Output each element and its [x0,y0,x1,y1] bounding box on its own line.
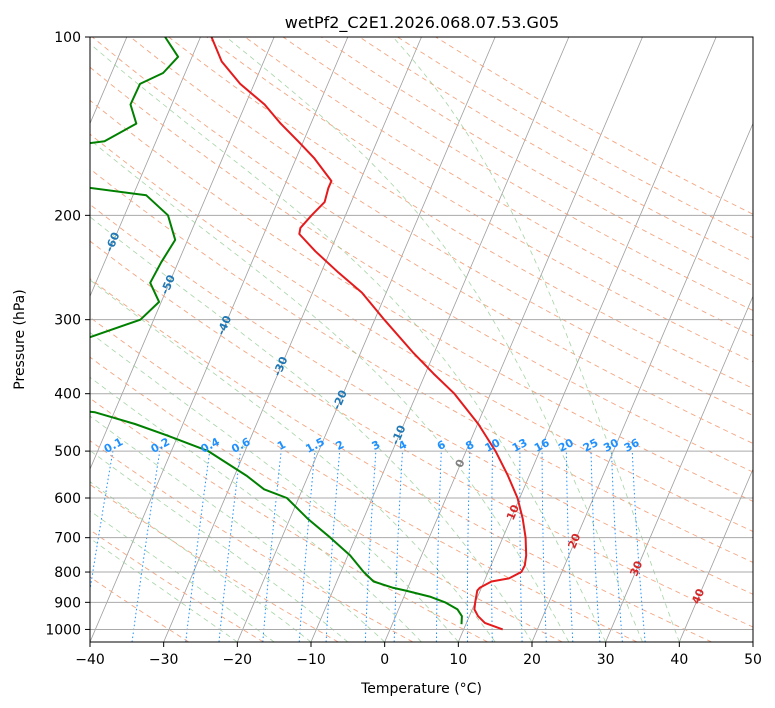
mixing-ratio-line [90,451,114,593]
dry-adiabat-line [90,133,753,532]
moist-adiabat-line [90,139,570,642]
dry-adiabat-line [90,168,753,563]
mixing-ratio-label: 20 [556,436,576,455]
isotherm-line [605,295,753,642]
mixing-ratio-line [185,451,211,642]
dry-adiabat-line [90,203,753,595]
isotherm-line [236,37,496,642]
y-tick-label: 800 [54,565,81,581]
dry-adiabat-line [90,483,339,642]
dry-adiabat-line [206,37,753,363]
isotherm-warm-label: 20 [565,531,583,550]
mixing-ratio-label: 10 [483,436,503,455]
dry-adiabat-line [90,66,753,473]
temperature-profile [210,37,528,631]
mixing-ratio-label: 30 [601,436,621,455]
moist-adiabat-line [225,37,643,642]
mixing-ratio-line [631,451,646,642]
x-tick-label: −30 [149,652,179,668]
moist-adiabat-line [90,415,385,642]
y-tick-label: 1000 [45,622,81,638]
moist-adiabat-line [90,332,459,642]
dry-adiabat-line [90,356,563,642]
moist-adiabat-line [90,279,496,642]
mixing-ratio-label: 16 [532,436,552,455]
y-axis-label: Pressure (hPa) [12,289,28,389]
isotherm-line [457,37,717,642]
mixing-ratio-label: 25 [581,436,601,455]
isotherm-line [531,122,753,642]
x-tick-label: 10 [449,652,467,668]
isotherm-line [678,468,753,642]
y-tick-label: 500 [54,444,81,460]
y-tick-label: 100 [54,30,81,46]
mixing-ratio-line [131,451,161,642]
y-tick-label: 200 [54,208,81,224]
y-tick-label: 400 [54,387,81,403]
isotherm-line [163,37,422,642]
y-tick-label: 700 [54,531,81,547]
moist-adiabat-line [90,43,607,642]
moist-adiabat-line [392,37,680,642]
mixing-ratio-label: 36 [622,436,642,455]
isotherm-line [90,37,201,298]
y-tick-label: 600 [54,491,81,507]
y-tick-label: 300 [54,313,81,329]
mixing-ratio-label: 13 [510,436,530,455]
x-axis-label: Temperature (°C) [360,681,482,697]
dry-adiabat-line [282,37,753,311]
dry-adiabat-line [90,397,488,642]
x-tick-label: 0 [380,652,389,668]
chart-title: wetPf2_C2E1.2026.068.07.53.G05 [285,13,559,33]
dewpoint-profile [90,37,463,625]
moist-adiabat-line [90,537,238,642]
isotherm-warm-label: 10 [504,502,522,521]
isotherm-warm-label: 30 [627,559,645,578]
x-tick-label: −10 [296,652,326,668]
mixing-ratio-line [298,451,316,642]
mixing-ratio-line [218,451,241,642]
moist-adiabat-line [90,481,312,642]
dry-adiabat-line [130,37,753,417]
x-tick-label: 30 [597,652,615,668]
x-tick-label: 50 [744,652,762,668]
x-tick-label: 20 [523,652,541,668]
isotherm-warm-label: 40 [689,586,707,605]
x-tick-label: 40 [670,652,688,668]
isotherm-line [90,37,275,471]
y-tick-label: 900 [54,595,81,611]
plot-frame [89,36,754,643]
x-tick-label: −40 [75,652,105,668]
moist-adiabat-line [90,450,349,642]
dry-adiabat-line [90,440,414,642]
moist-adiabat-line [90,216,533,642]
dry-adiabat-line [90,240,753,628]
isotherm-line [384,37,643,642]
x-tick-label: −20 [223,652,253,668]
